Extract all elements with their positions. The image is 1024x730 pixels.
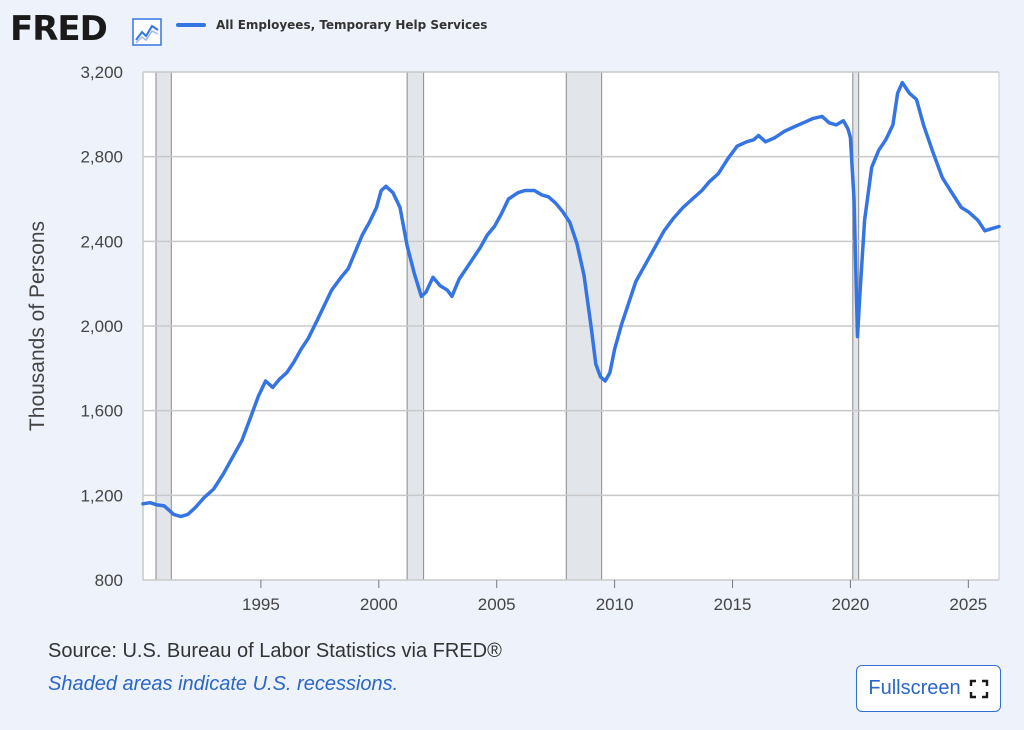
fullscreen-button[interactable]: Fullscreen xyxy=(856,665,1001,712)
x-tick-label: 2015 xyxy=(714,595,752,614)
legend-swatch xyxy=(176,23,206,27)
expand-icon xyxy=(969,679,988,698)
fullscreen-label: Fullscreen xyxy=(868,677,961,699)
x-tick-label: 2025 xyxy=(949,595,987,614)
chart-header: FRED All Employees, Temporary Help Servi… xyxy=(0,0,1024,60)
x-tick-label: 1995 xyxy=(242,595,280,614)
x-axis-ticks: 1995 2000 2005 2010 2015 2020 2025 xyxy=(242,580,987,614)
chart-legend: All Employees, Temporary Help Services xyxy=(176,18,487,32)
legend-series-label: All Employees, Temporary Help Services xyxy=(216,18,488,32)
y-tick-label: 2,800 xyxy=(80,148,123,167)
series-layer xyxy=(141,80,1001,519)
y-tick-label: 2,400 xyxy=(80,232,123,251)
y-axis-ticks: 800 1,200 1,600 2,000 2,400 2,800 3,200 xyxy=(80,63,123,590)
source-text: Source: U.S. Bureau of Labor Statistics … xyxy=(48,640,502,662)
series-line xyxy=(141,80,1001,519)
x-tick-label: 2000 xyxy=(360,595,398,614)
line-chart-icon xyxy=(132,18,162,46)
y-tick-label: 3,200 xyxy=(80,63,123,82)
fred-logo-text: FRED xyxy=(10,9,108,49)
y-tick-label: 1,600 xyxy=(80,402,123,421)
y-tick-label: 1,200 xyxy=(80,486,123,505)
x-tick-label: 2010 xyxy=(596,595,634,614)
x-tick-label: 2020 xyxy=(832,595,870,614)
y-axis-label: Thousands of Persons xyxy=(26,221,49,431)
line-chart: 800 1,200 1,600 2,000 2,400 2,800 3,200 1995 20… xyxy=(26,63,1001,614)
y-tick-label: 2,000 xyxy=(80,317,123,336)
x-tick-label: 2005 xyxy=(478,595,516,614)
y-tick-label: 800 xyxy=(95,571,123,590)
recession-note: Shaded areas indicate U.S. recessions. xyxy=(48,673,399,695)
grid-lines xyxy=(142,71,1000,581)
